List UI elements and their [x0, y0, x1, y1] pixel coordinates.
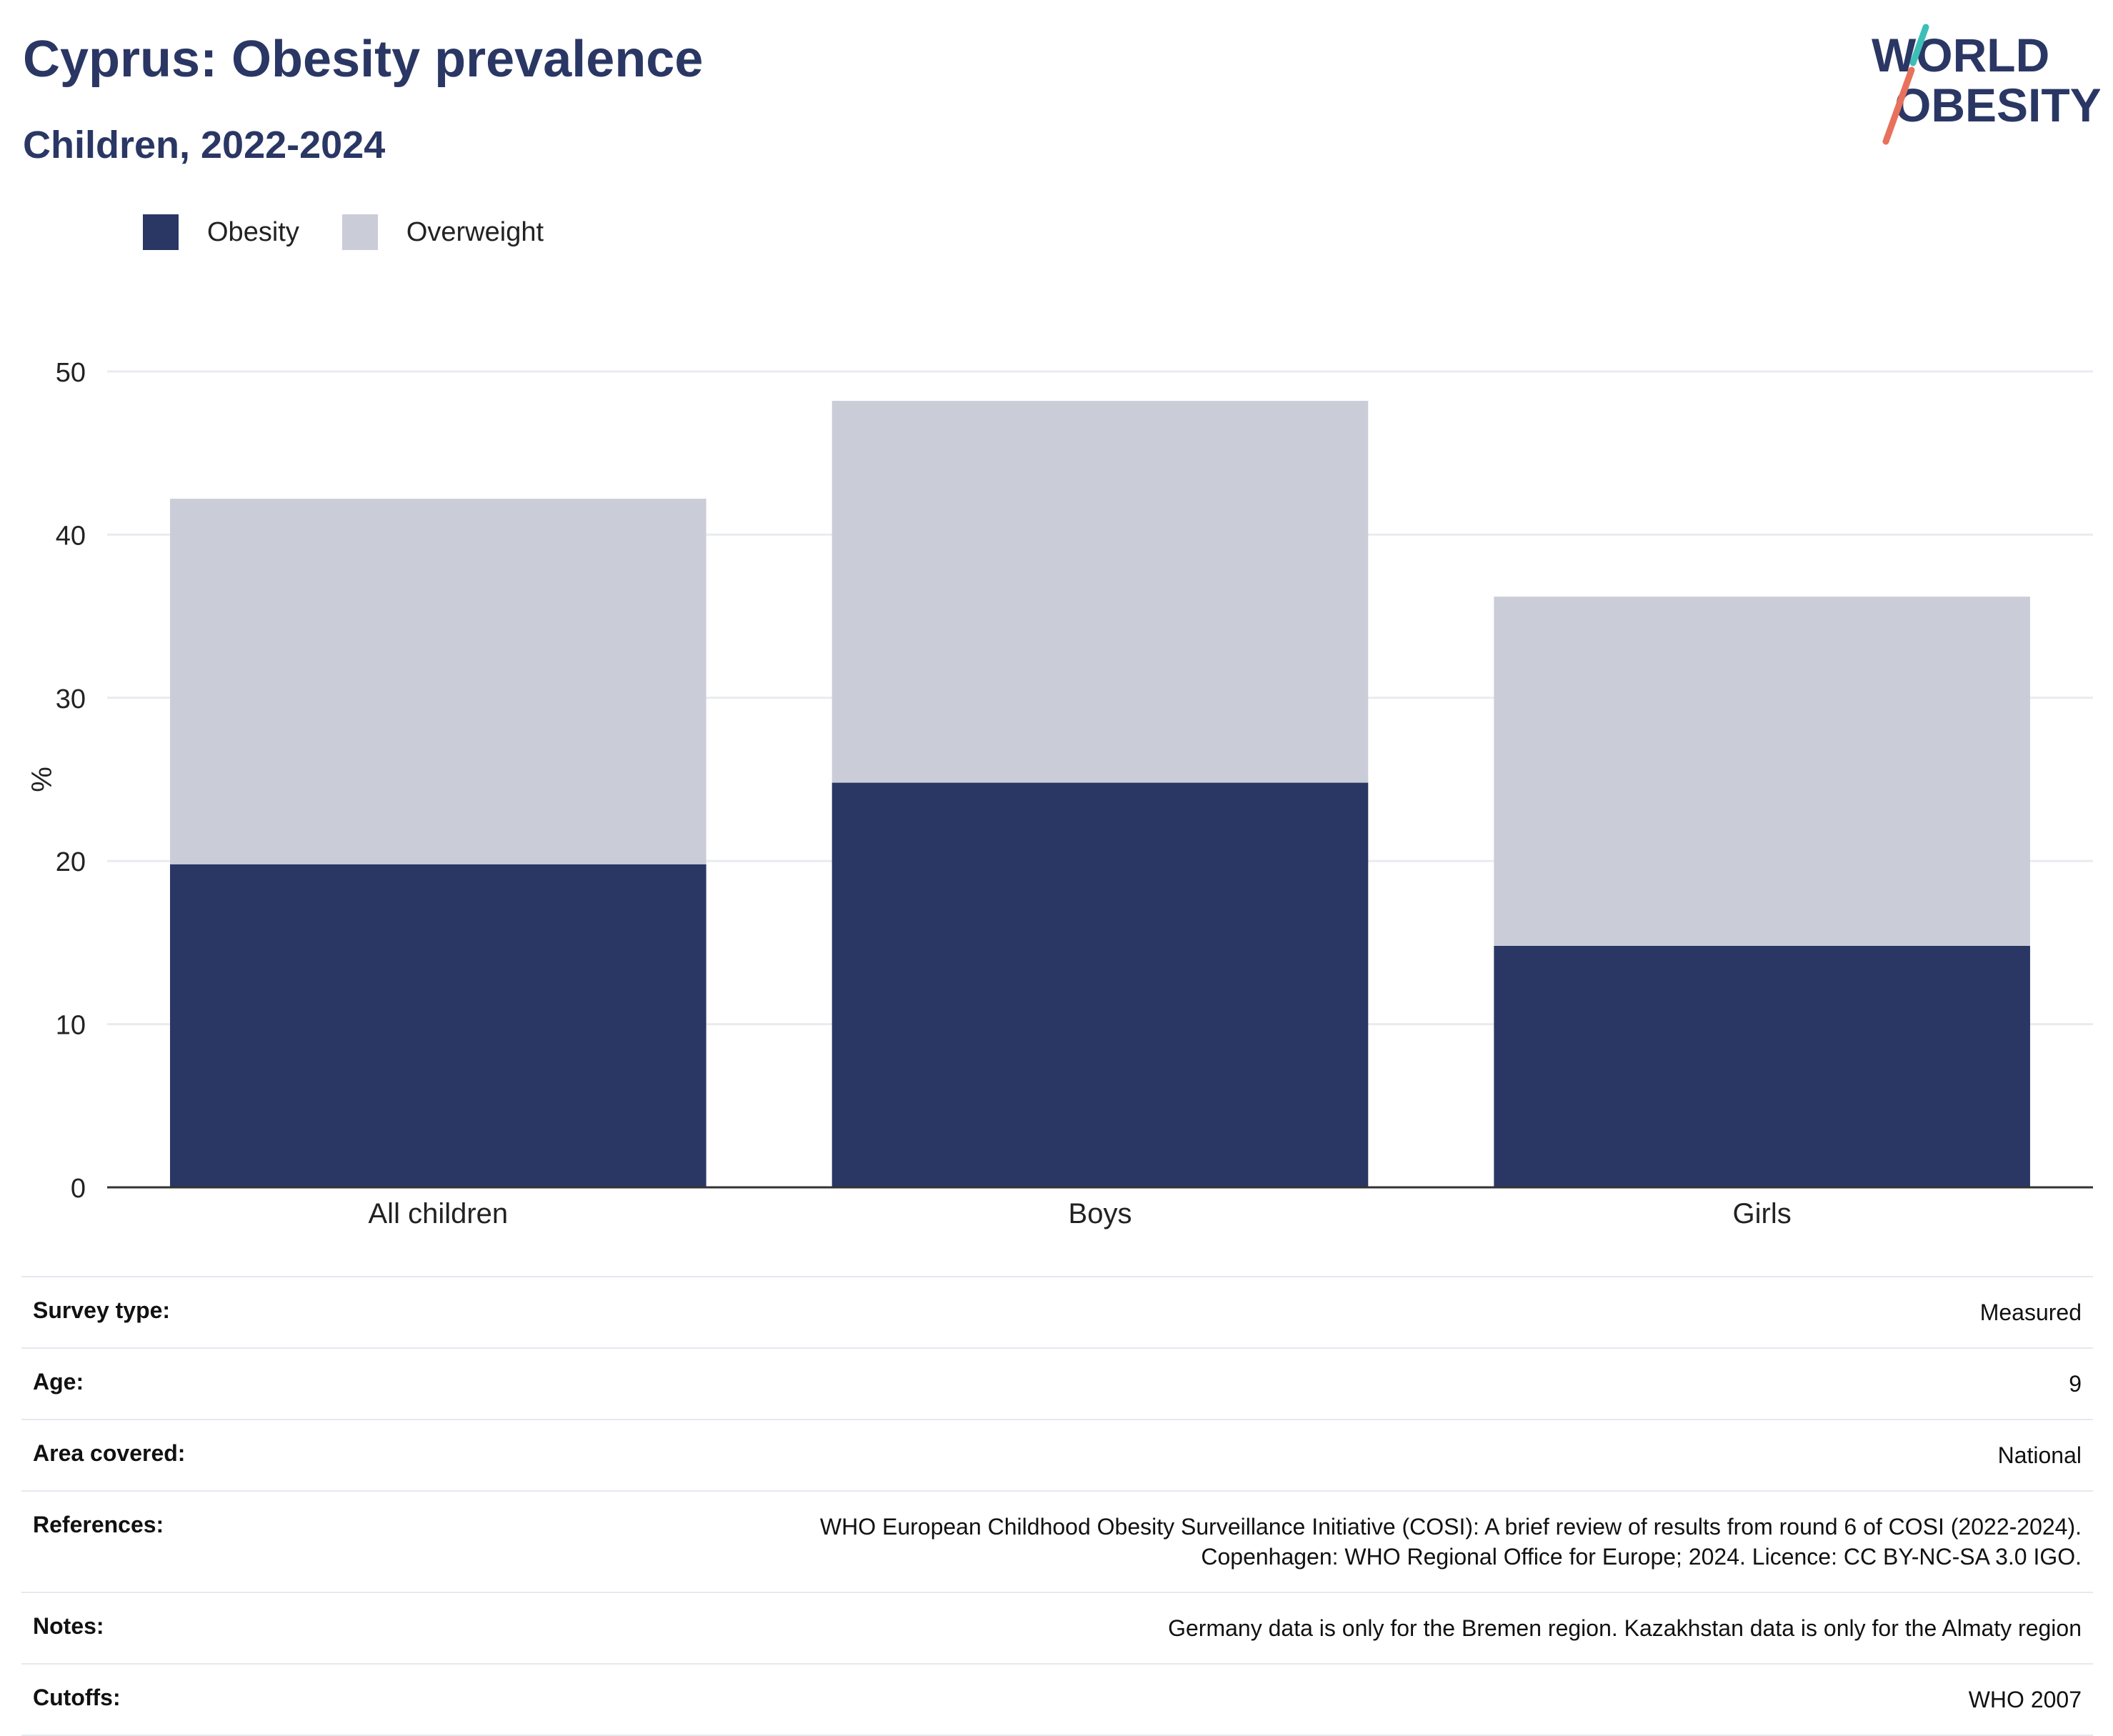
- metadata-value-line: WHO European Childhood Obesity Surveilla…: [819, 1514, 2082, 1540]
- x-tick-label: Boys: [1069, 1198, 1132, 1229]
- y-tick-label: 20: [56, 847, 86, 877]
- metadata-table: Survey type: Measured Age: 9 Area covered: Na…: [21, 1276, 2093, 1736]
- legend-swatch-obesity: [143, 214, 179, 250]
- metadata-value-line: Germany data is only for the Bremen regi…: [1168, 1615, 2082, 1641]
- y-tick-label: 40: [56, 521, 86, 551]
- bar-obesity-boys: [831, 782, 1369, 1187]
- metadata-value: Germany data is only for the Bremen regi…: [1168, 1613, 2082, 1643]
- y-tick-label: 0: [71, 1174, 86, 1204]
- chart-subtitle: Children, 2022-2024: [23, 124, 386, 166]
- metadata-value: WHO European Childhood Obesity Surveilla…: [820, 1512, 2082, 1572]
- legend-label-obesity: Obesity: [207, 216, 299, 247]
- metadata-row: References: WHO European Childhood Obesit…: [21, 1492, 2093, 1593]
- x-tick-label: Girls: [1733, 1198, 1792, 1229]
- metadata-value: National: [1998, 1440, 2082, 1470]
- world-obesity-logo: WORLD OBESITY: [1872, 24, 2100, 145]
- metadata-key: Cutoffs:: [33, 1685, 121, 1710]
- logo-slash-coral: [1882, 66, 1915, 145]
- x-tick-label: All children: [369, 1198, 509, 1229]
- bar-overweight-boys: [831, 401, 1369, 783]
- y-tick-label: 50: [56, 358, 86, 388]
- metadata-key: References:: [33, 1512, 164, 1537]
- legend-item-overweight[interactable]: Overweight: [341, 214, 544, 250]
- metadata-key: Area covered:: [33, 1440, 186, 1466]
- metadata-row: Notes: Germany data is only for the Breme…: [21, 1593, 2093, 1665]
- logo-word-world: WORLD: [1872, 29, 2049, 81]
- logo-slash-teal: [1909, 24, 1929, 66]
- metadata-value: 9: [2069, 1369, 2082, 1399]
- bar-obesity-all-children: [170, 864, 706, 1187]
- metadata-value-line: WHO 2007: [1968, 1687, 2082, 1712]
- legend-swatch-overweight: [341, 214, 378, 250]
- metadata-value-line: 9: [2069, 1371, 2082, 1397]
- metadata-key: Survey type:: [33, 1297, 171, 1323]
- metadata-key: Notes:: [33, 1613, 104, 1639]
- metadata-value-line: Measured: [1979, 1299, 2082, 1325]
- metadata-value-line: Copenhagen: WHO Regional Office for Euro…: [1201, 1544, 2082, 1570]
- metadata-row: Survey type: Measured: [21, 1277, 2093, 1349]
- logo-word-obesity: OBESITY: [1894, 79, 2100, 131]
- metadata-row: Area covered: National: [21, 1420, 2093, 1492]
- bar-overweight-girls: [1494, 597, 2030, 946]
- metadata-row: Age: 9: [21, 1349, 2093, 1420]
- legend-item-obesity[interactable]: Obesity: [143, 214, 299, 250]
- metadata-key: Age:: [33, 1369, 84, 1395]
- y-tick-label: 30: [56, 684, 86, 714]
- chart-legend: Obesity Overweight: [143, 213, 586, 251]
- bar-overweight-all-children: [170, 499, 706, 864]
- metadata-value: Measured: [1980, 1297, 2082, 1327]
- y-axis-label: %: [26, 767, 58, 792]
- chart-title: Cyprus: Obesity prevalence: [23, 31, 704, 88]
- bar-obesity-girls: [1494, 945, 2030, 1187]
- legend-label-overweight: Overweight: [406, 216, 544, 247]
- metadata-value: WHO 2007: [1969, 1685, 2082, 1715]
- y-tick-label: 10: [56, 1011, 86, 1041]
- metadata-row: Cutoffs: WHO 2007: [21, 1665, 2093, 1736]
- bar-chart: 0 10 20 30 40 50% All children Boys Girls: [26, 358, 2093, 1229]
- metadata-value-line: National: [1997, 1442, 2082, 1468]
